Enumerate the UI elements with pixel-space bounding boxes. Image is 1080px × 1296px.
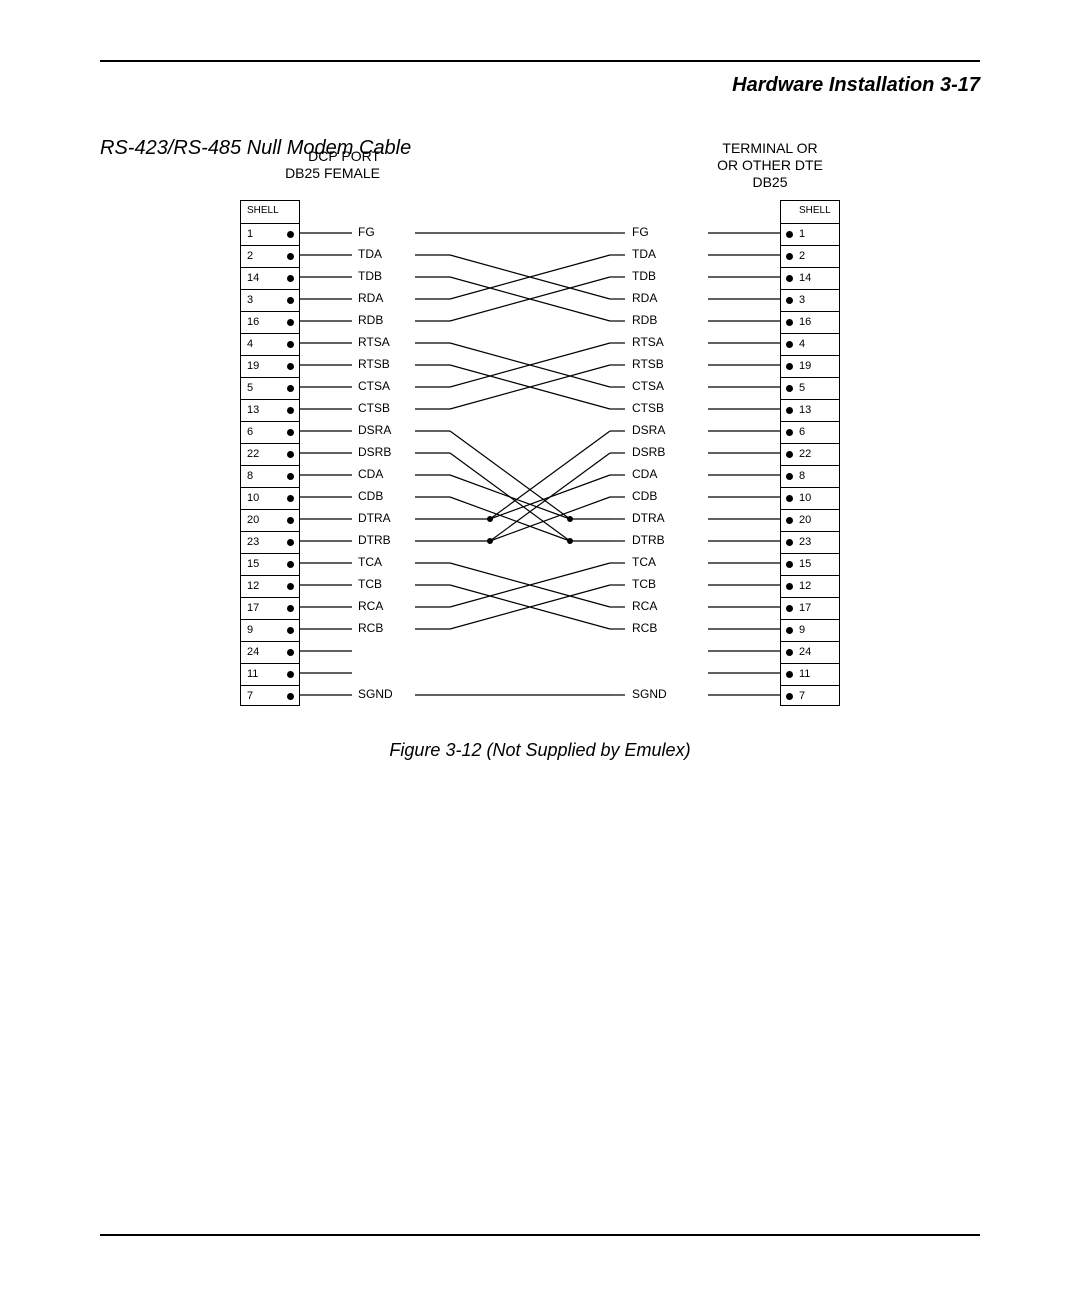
page-header: Hardware Installation 3-17 <box>100 74 980 97</box>
footer-rule <box>100 1234 980 1236</box>
page: Hardware Installation 3-17 RS-423/RS-485… <box>0 0 1080 1296</box>
left-connector-label: DCP PORTDB25 FEMALE <box>230 148 380 182</box>
figure-caption: Figure 3-12 (Not Supplied by Emulex) <box>100 740 980 761</box>
wiring-svg <box>240 200 840 706</box>
right-connector-label: TERMINAL OROR OTHER DTEDB25 <box>690 140 850 190</box>
header-rule <box>100 60 980 62</box>
